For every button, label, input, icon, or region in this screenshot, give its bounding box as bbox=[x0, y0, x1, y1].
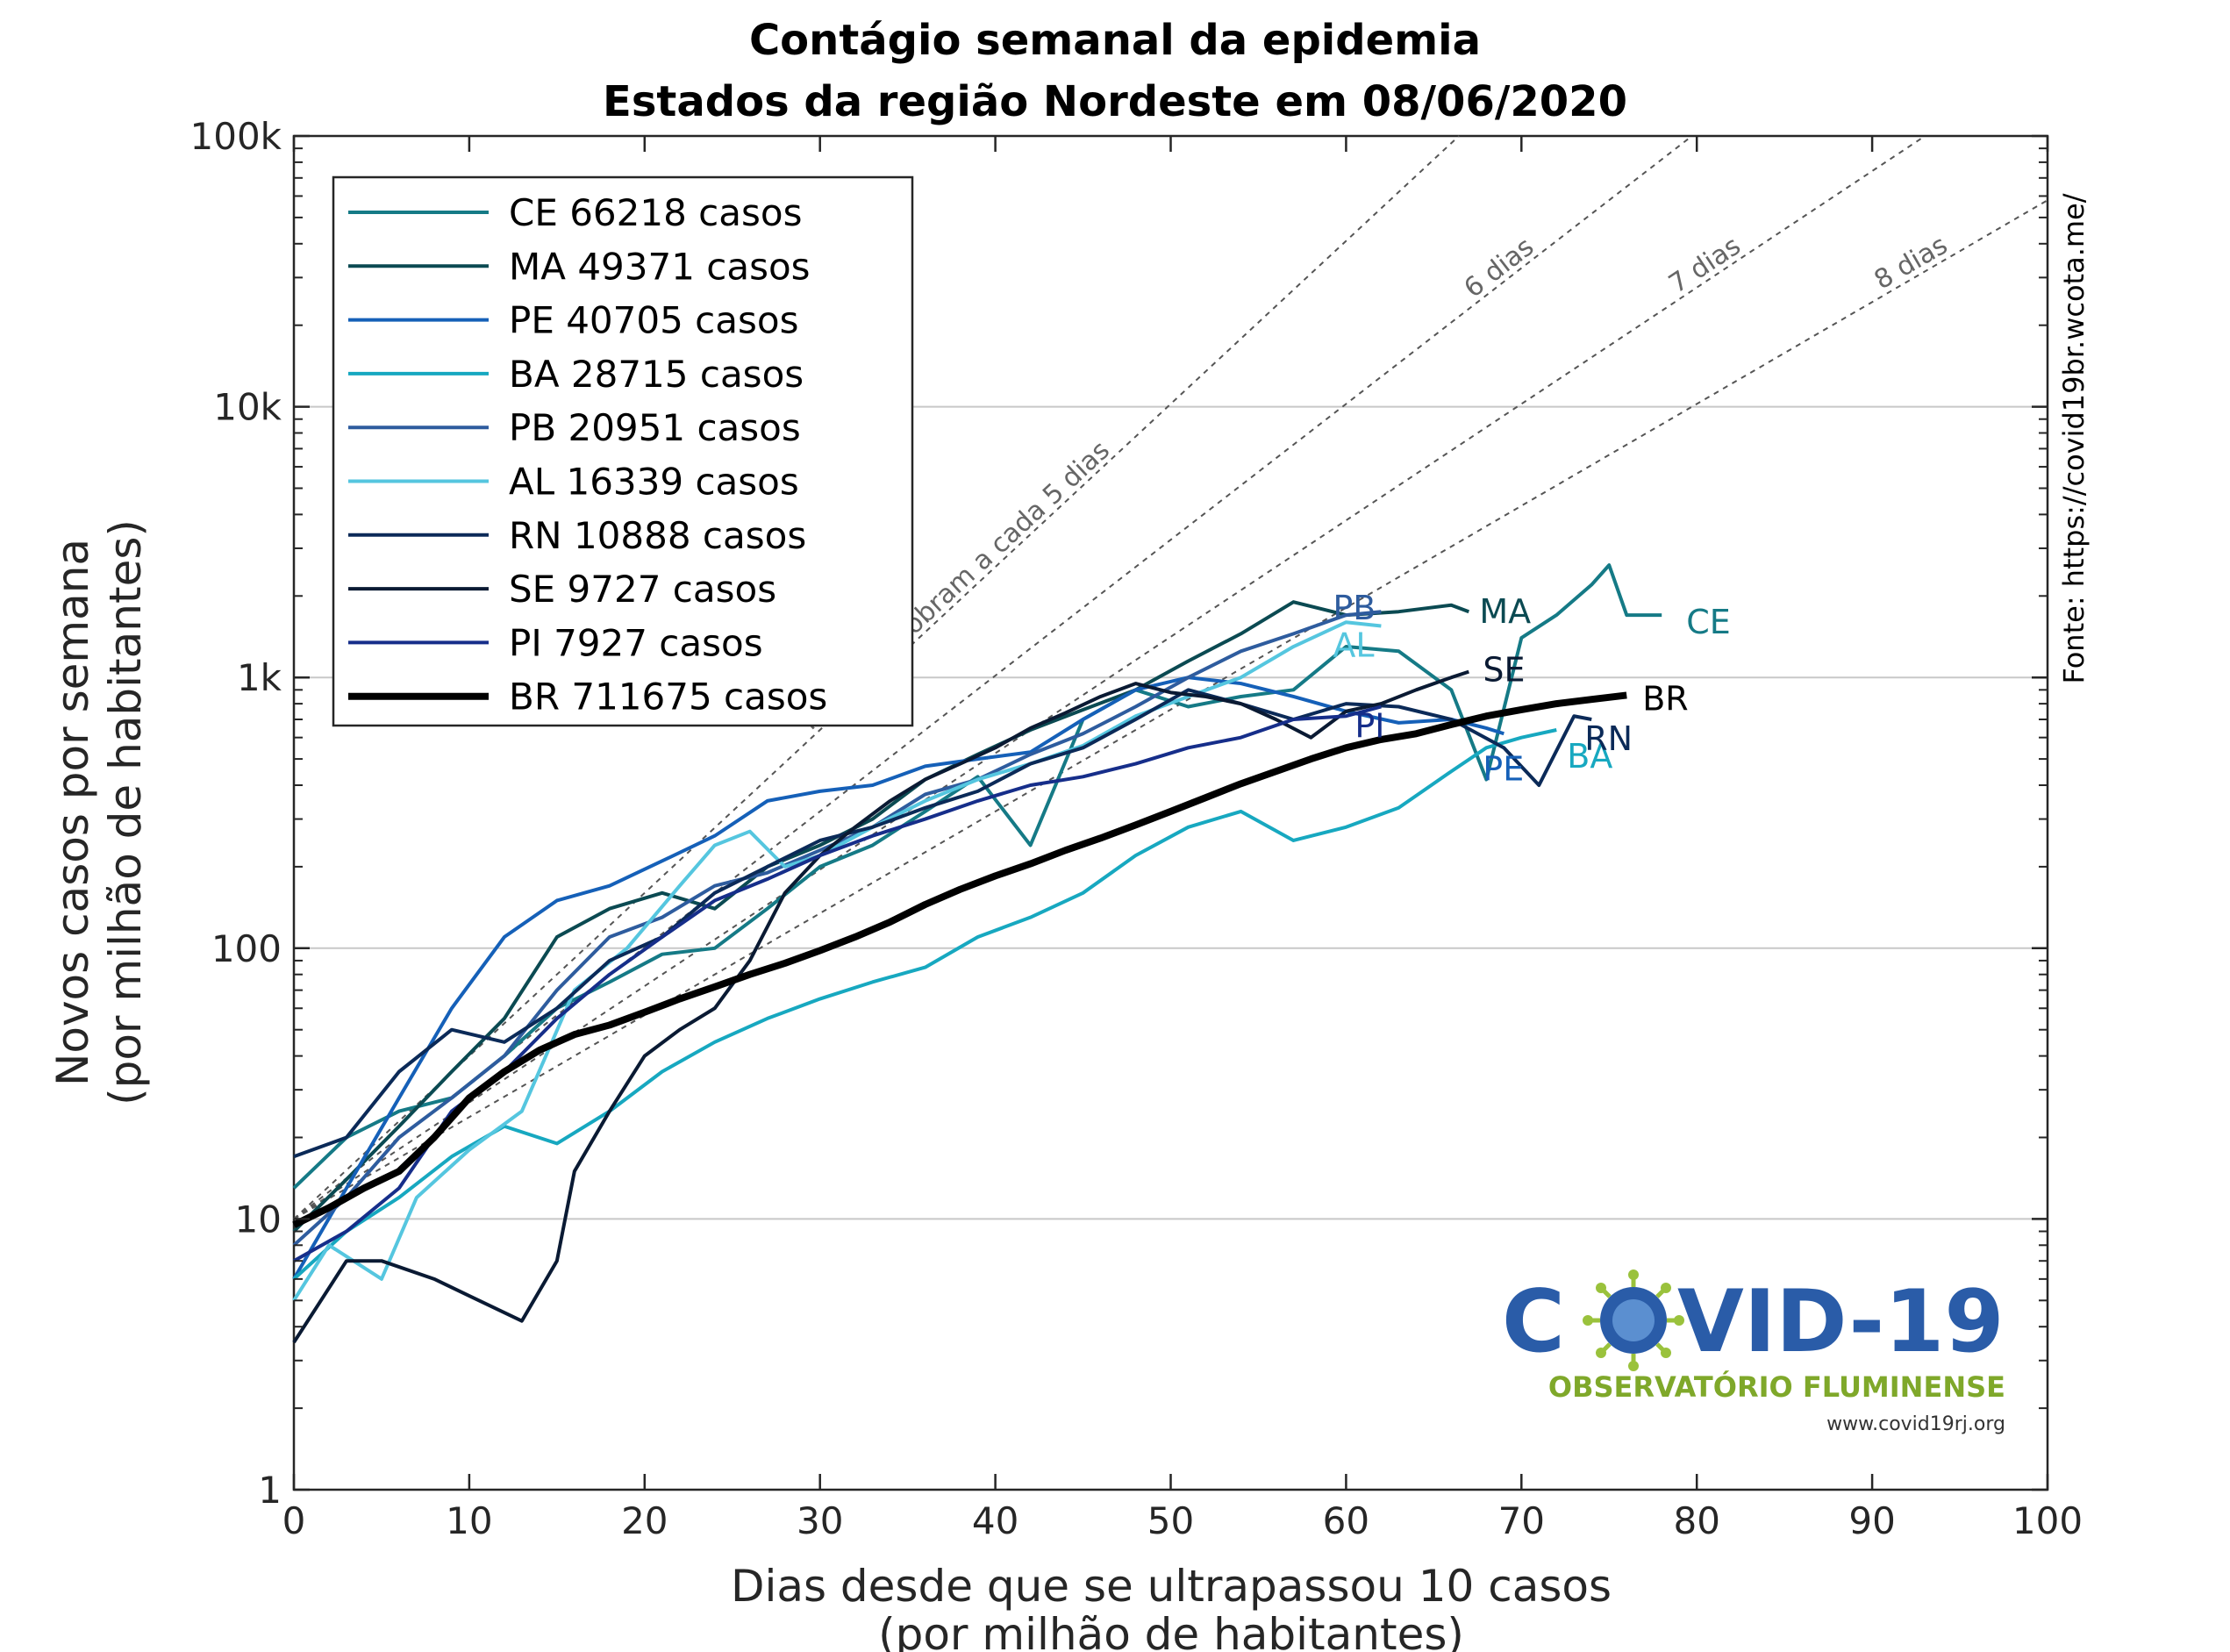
logo-title-right: VID-19 bbox=[1677, 1272, 2005, 1372]
legend-label-rn: RN 10888 casos bbox=[509, 514, 806, 557]
series-line-pb bbox=[292, 610, 1382, 1247]
logo-url: www.covid19rj.org bbox=[1826, 1413, 2005, 1435]
y-tick-label: 1k bbox=[237, 656, 282, 699]
x-tick-label: 70 bbox=[1498, 1499, 1545, 1542]
end-label-pe: PE bbox=[1483, 749, 1524, 788]
x-tick-label: 100 bbox=[2012, 1499, 2083, 1542]
virus-icon bbox=[1583, 1269, 1684, 1371]
legend-box bbox=[332, 175, 914, 727]
series-line-rn bbox=[293, 688, 1592, 1159]
x-axis-label: Dias desde que se ultrapassou 10 casos bbox=[731, 1561, 1612, 1612]
legend-label-al: AL 16339 casos bbox=[509, 461, 799, 504]
legend-label-se: SE 9727 casos bbox=[509, 568, 776, 611]
y-tick-label: 100 bbox=[211, 927, 282, 970]
end-label-rn: RN bbox=[1584, 719, 1633, 758]
covid19-logo: C VID-19 OBSERVATÓRIO FLUMINENSE bbox=[1502, 1269, 2005, 1435]
x-tick-label: 50 bbox=[1147, 1499, 1194, 1542]
x-tick-label: 10 bbox=[446, 1499, 492, 1542]
series-line-ma bbox=[292, 600, 1470, 1233]
series-line-se bbox=[292, 669, 1469, 1344]
legend-label-ce: CE 66218 casos bbox=[509, 191, 802, 234]
y-tick-label: 1 bbox=[258, 1469, 282, 1512]
legend-label-pi: PI 7927 casos bbox=[509, 621, 763, 664]
x-tick-label: 40 bbox=[972, 1499, 1019, 1542]
chart-title: Contágio semanal da epidemia bbox=[749, 16, 1481, 65]
x-tick-label: 60 bbox=[1323, 1499, 1369, 1542]
end-label-ma: MA bbox=[1479, 592, 1531, 631]
chart-subtitle: Estados da região Nordeste em 08/06/2020 bbox=[603, 77, 1627, 126]
x-tick-label: 20 bbox=[621, 1499, 668, 1542]
legend: CE 66218 casos MA 49371 casos PE 40705 cas… bbox=[332, 175, 914, 727]
legend-label-pb: PB 20951 casos bbox=[509, 406, 801, 449]
x-axis-label-units: (por milhão de habitantes) bbox=[878, 1609, 1464, 1652]
axis-ticks: 1 10 100 1k 10k 100k 0 10 20 30 40 50 60 70 80 90 100 bbox=[190, 115, 2083, 1542]
series-line-br bbox=[292, 691, 1627, 1228]
end-label-pi: PI bbox=[1354, 706, 1384, 745]
legend-label-br: BR 711675 casos bbox=[509, 676, 827, 719]
y-axis-label: Novos casos por semana bbox=[47, 539, 98, 1086]
end-label-pb: PB bbox=[1333, 589, 1376, 627]
x-tick-label: 30 bbox=[797, 1499, 843, 1542]
legend-label-ba: BA 28715 casos bbox=[509, 353, 804, 396]
source-note: Fonte: https://covid19br.wcota.me/ bbox=[2057, 193, 2091, 683]
end-label-br: BR bbox=[1642, 679, 1688, 718]
doubling-guide-8 bbox=[293, 199, 2048, 1220]
y-tick-label: 100k bbox=[190, 115, 282, 158]
y-tick-label: 10k bbox=[213, 386, 282, 429]
logo-subtitle: OBSERVATÓRIO FLUMINENSE bbox=[1548, 1370, 2005, 1404]
end-label-se: SE bbox=[1483, 651, 1525, 690]
series-line-ba bbox=[292, 728, 1557, 1281]
logo-title-left: C bbox=[1502, 1272, 1565, 1372]
x-tick-label: 0 bbox=[282, 1499, 306, 1542]
legend-label-pe: PE 40705 casos bbox=[509, 299, 798, 342]
x-tick-label: 80 bbox=[1673, 1499, 1719, 1542]
end-label-ce: CE bbox=[1686, 603, 1731, 641]
end-label-ba: BA bbox=[1567, 737, 1612, 776]
x-tick-label: 90 bbox=[1848, 1499, 1895, 1542]
y-axis-label-units: (por milhão de habitantes) bbox=[100, 519, 151, 1105]
legend-label-ma: MA 49371 casos bbox=[509, 245, 811, 288]
series-layer bbox=[292, 563, 1662, 1344]
y-tick-label: 10 bbox=[235, 1198, 282, 1241]
end-label-al: AL bbox=[1333, 626, 1374, 664]
